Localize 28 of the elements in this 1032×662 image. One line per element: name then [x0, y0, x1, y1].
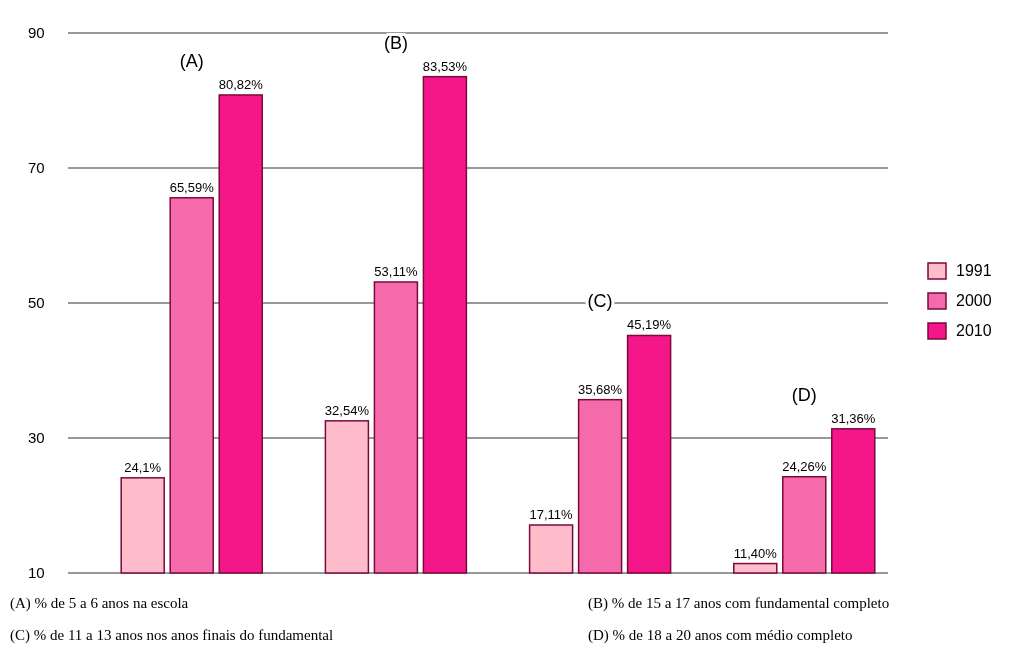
data-label: 83,53%: [422, 58, 468, 74]
data-label: 45,19%: [627, 317, 672, 333]
text: (C) % de 11 a 13 anos nos anos finais do fundamental: [10, 627, 334, 644]
data-label: 31,36%: [831, 410, 876, 426]
y-tick-label: 90: [28, 24, 45, 42]
legend-label: 2000: [956, 292, 992, 309]
y-tick-label: 30: [28, 429, 45, 447]
data-label: 35,68%: [578, 381, 623, 397]
data-label: 80,82%: [218, 76, 264, 92]
data-label: 24,1%: [124, 459, 162, 475]
text: (B) % de 15 a 17 anos com fundamental completo: [588, 595, 890, 612]
data-label: 17,11%: [529, 507, 574, 523]
data-label: 32,54%: [324, 402, 370, 418]
legend-label: 2010: [956, 322, 992, 339]
x-tick-label: (D): [791, 384, 817, 405]
x-tick-label: (C): [587, 291, 613, 312]
data-label: 24,26%: [782, 458, 827, 474]
data-label: 11,40%: [733, 545, 778, 561]
y-tick-label: 10: [28, 564, 45, 582]
x-tick-label: (A): [179, 50, 204, 71]
legend-label: 1991: [956, 262, 992, 279]
y-tick-label: 50: [28, 294, 45, 312]
text: (D) % de 18 a 20 anos com médio completo: [588, 627, 853, 644]
x-tick-label: (B): [383, 32, 408, 53]
text: (A) % de 5 a 6 anos na escola: [10, 595, 189, 612]
data-label: 53,11%: [374, 264, 418, 280]
y-tick-label: 70: [28, 159, 45, 177]
data-label: 65,59%: [169, 179, 215, 195]
